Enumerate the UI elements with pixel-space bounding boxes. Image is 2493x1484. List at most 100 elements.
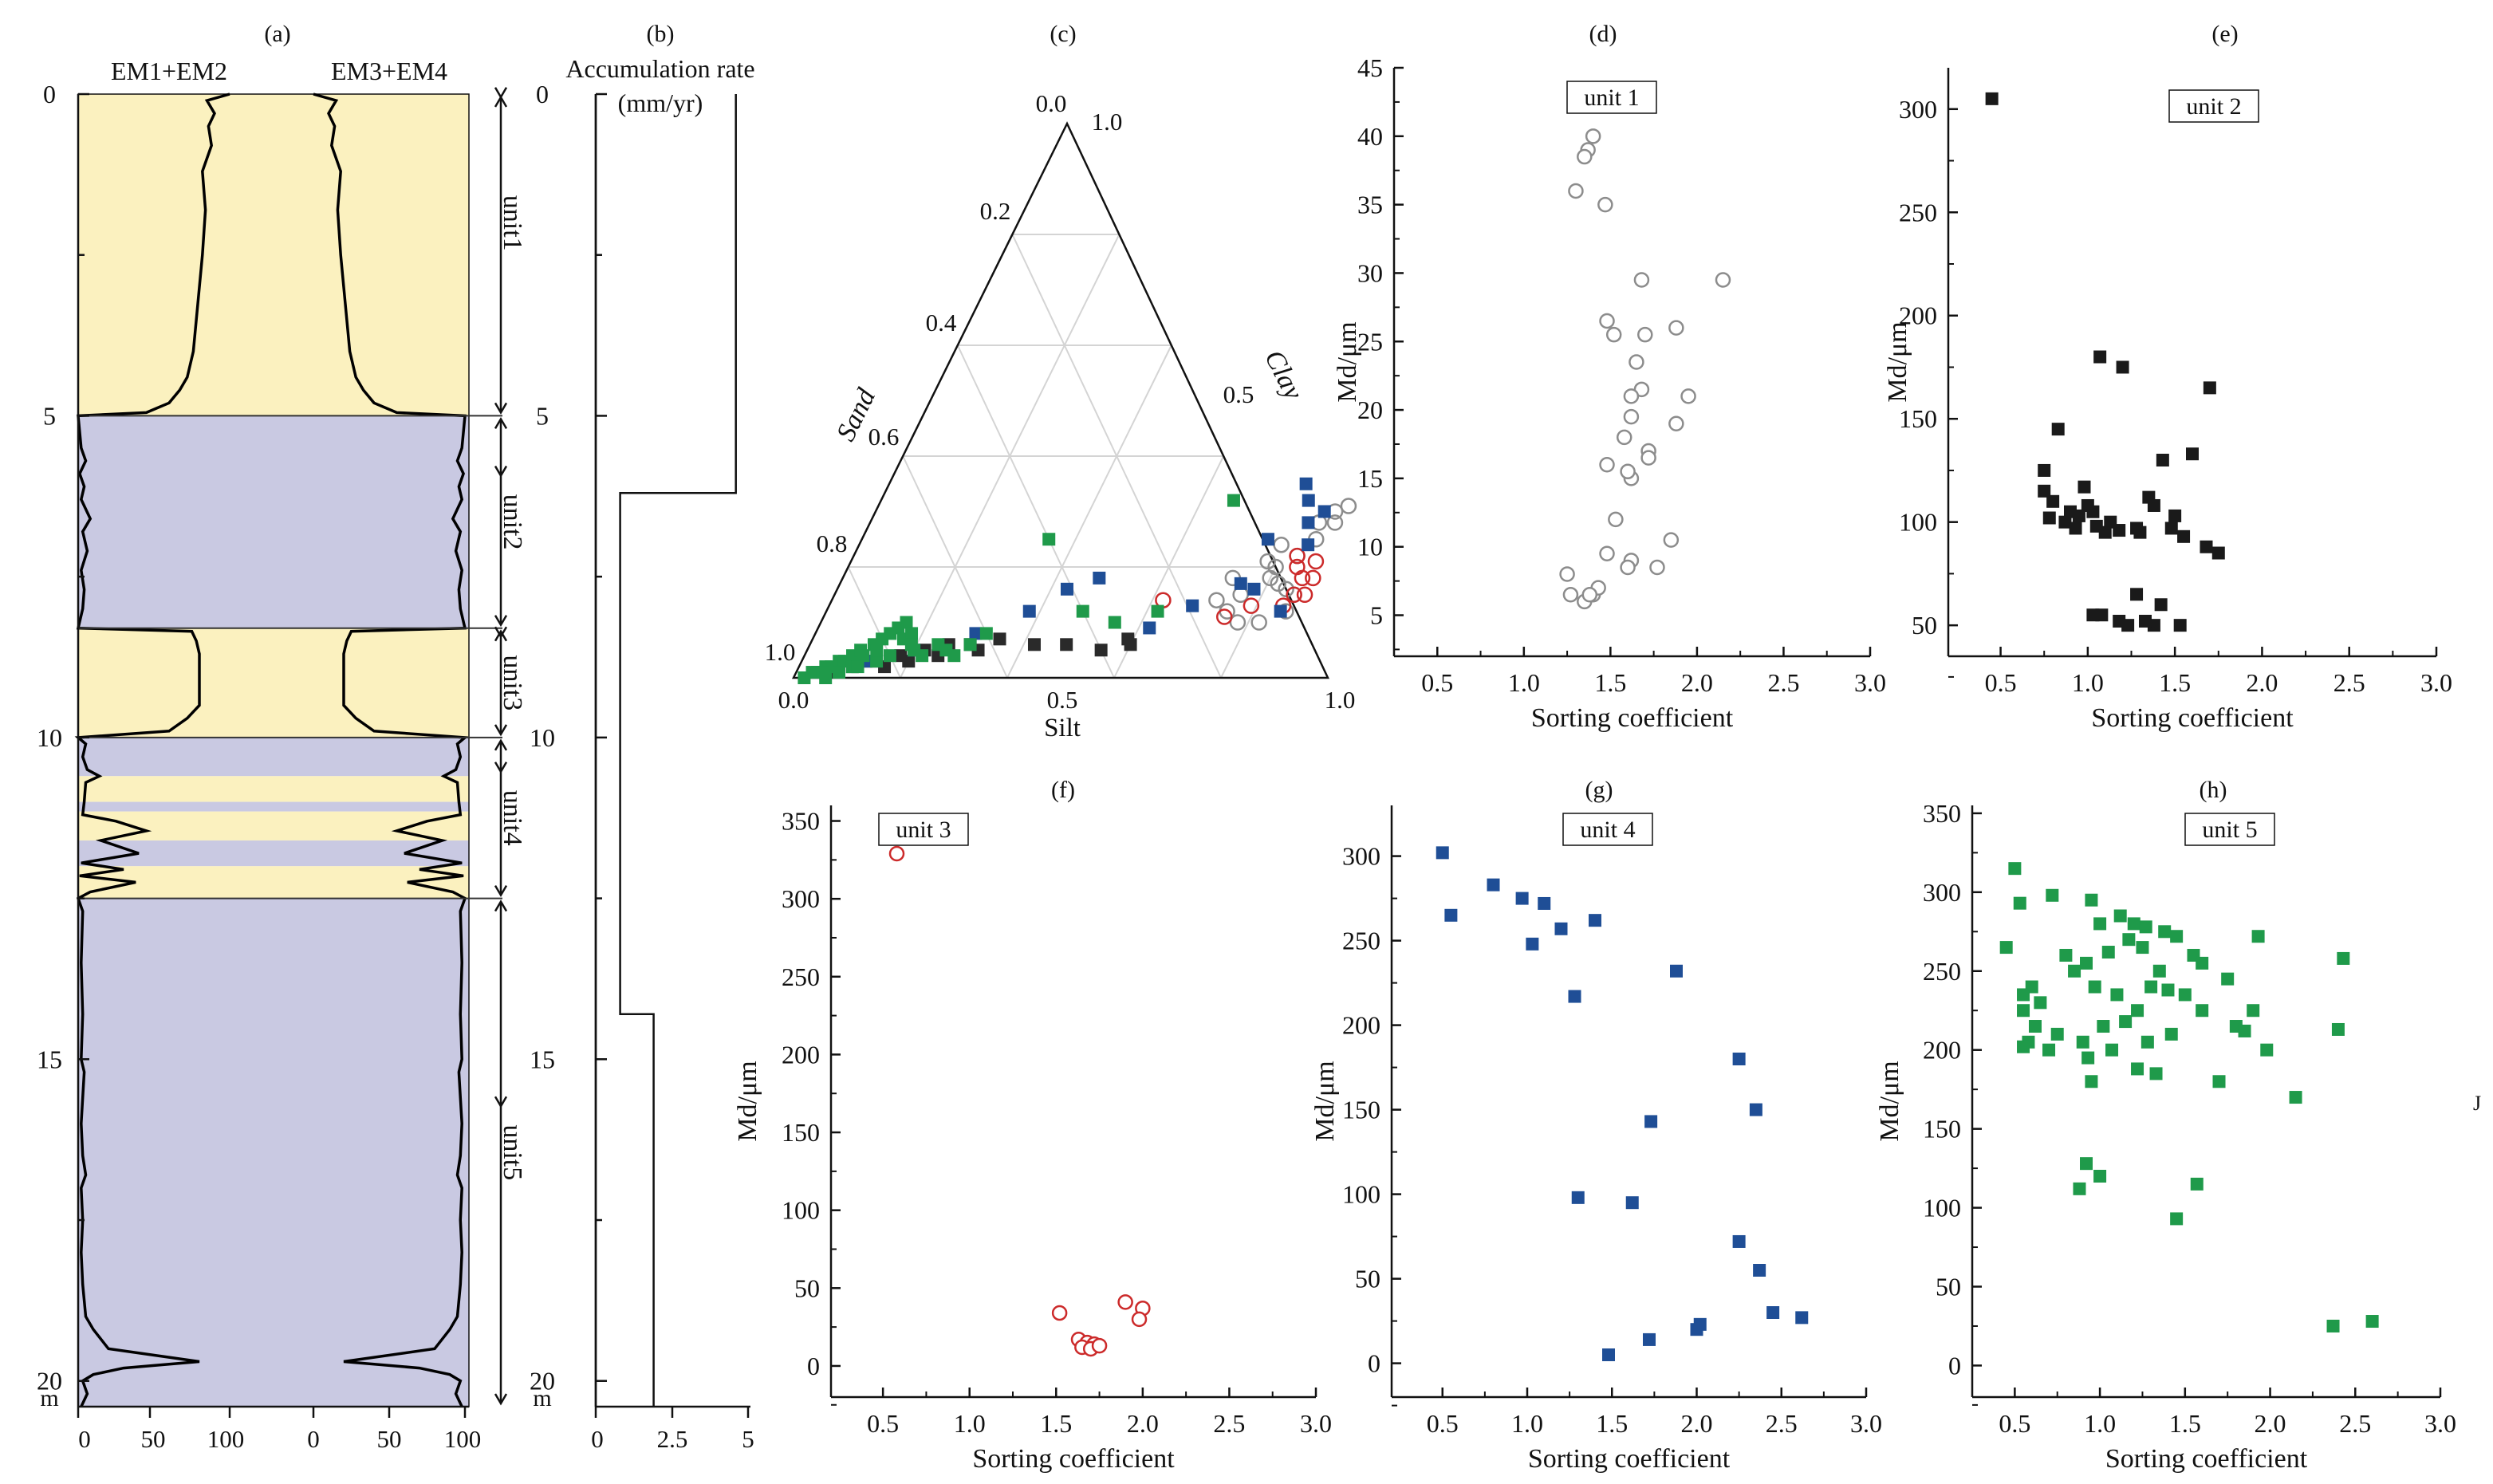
- panel-h-point: [2059, 948, 2073, 962]
- panel-c-point-unit-5: [819, 671, 833, 684]
- panel-c-point-unit-4: [1143, 621, 1156, 635]
- panel-h-label: (h): [2200, 777, 2227, 803]
- panel-c-triangle: [791, 121, 1329, 679]
- panel-b-depth-ticklabel: 20: [530, 1367, 555, 1395]
- panel-a-depth-ticklabel: 10: [37, 723, 62, 752]
- panel-b-depth-ticklabel: 5: [536, 401, 549, 430]
- panel-c-label: (c): [1050, 21, 1076, 47]
- panel-c-points: [798, 477, 1357, 684]
- panel-f-xtick-label: 1.5: [1040, 1409, 1072, 1438]
- panel-c-silt-tick-0.0: 0.0: [778, 686, 809, 714]
- panel-e-point: [2156, 454, 2169, 466]
- panel-e-point: [2177, 529, 2191, 543]
- panel-d-ytick-label: 5: [1370, 601, 1383, 630]
- panel-g-ytick-label: 50: [1355, 1265, 1380, 1293]
- panel-g-xlabel: Sorting coefficient: [1528, 1444, 1731, 1474]
- panel-h-ytick-label: 150: [1923, 1115, 1961, 1144]
- panel-a-unit-arrowhead: [494, 899, 508, 912]
- panel-c-clay-label: Clay: [1258, 345, 1309, 405]
- panel-f-xtick-label: 0.5: [867, 1409, 899, 1438]
- panel-g-point: [1795, 1311, 1809, 1325]
- panel-g-point: [1589, 914, 1601, 927]
- panel-a-xtick-right-50: 50: [377, 1425, 402, 1453]
- panel-e-xtick-label: 1.5: [2159, 668, 2191, 697]
- panel-g-ylabel: Md/μm: [1310, 1061, 1340, 1141]
- panel-h-point: [2170, 1212, 2184, 1226]
- panel-c-point-unit-5: [963, 638, 977, 651]
- panel-h-point: [2337, 951, 2350, 965]
- panel-b: (b) Accumulation rate (mm/yr) 0 2.5 5 0 5…: [530, 21, 755, 1453]
- panel-c-point-unit-1: [1259, 553, 1276, 570]
- panel-d-point: [1581, 587, 1598, 603]
- panel-e-point: [2081, 498, 2094, 512]
- panel-h-point: [2238, 1024, 2251, 1037]
- panel-h-point: [2113, 909, 2127, 923]
- panel-g-point: [1568, 990, 1581, 1003]
- panel-a-depth-ticklabel: 20: [37, 1367, 62, 1395]
- panel-e-legend-text: unit 2: [2186, 93, 2241, 120]
- panel-h-point: [2196, 1004, 2209, 1018]
- panel-a-band: [78, 801, 469, 812]
- panel-c-point-unit-3: [1286, 586, 1302, 603]
- panel-a-unit-arrowhead: [494, 615, 508, 628]
- panel-c-point-unit-5: [851, 660, 864, 674]
- panel-d-xtick-label: 2.0: [1681, 668, 1713, 697]
- panel-c-point-unit-4: [1022, 604, 1036, 618]
- panel-h-point: [2073, 1182, 2086, 1195]
- panel-a-unit-arrowhead: [494, 724, 508, 737]
- panel-d-point: [1620, 463, 1636, 480]
- panel-h-xtick-label: 1.0: [2084, 1409, 2116, 1438]
- panel-e-point: [2051, 423, 2065, 436]
- panel-c-point-unit-4: [1060, 582, 1073, 596]
- panel-h-ytick-label: 0: [1948, 1351, 1961, 1380]
- panel-c-point-unit-5: [883, 649, 896, 663]
- panel-e-xtick-label: 2.5: [2333, 668, 2365, 697]
- panel-c-point-unit-4: [1302, 538, 1315, 552]
- panel-c-point-unit-4: [1186, 599, 1199, 612]
- panel-c-point-unit-4: [969, 627, 983, 640]
- panel-g-legend-box: [1562, 813, 1653, 846]
- panel-h-point: [2034, 996, 2047, 1010]
- panel-c-point-unit-5: [857, 649, 870, 663]
- panel-h-ytick-label: 300: [1923, 878, 1961, 907]
- panel-d-ytick-label: 45: [1357, 53, 1383, 82]
- panel-h-point: [2105, 1043, 2119, 1057]
- panel-h-point: [2017, 1004, 2030, 1018]
- panel-d-legend-box: [1566, 81, 1657, 114]
- panel-h-point: [2158, 925, 2172, 939]
- panel-h-point: [2131, 1004, 2144, 1018]
- panel-e-point: [2211, 546, 2225, 560]
- panel-g-point: [1571, 1191, 1585, 1204]
- panel-e-point: [2133, 526, 2147, 539]
- panel-c-point-unit-4: [1302, 516, 1315, 529]
- panel-a: (a) EM1+EM2 EM3+EM4 unit1 unit2 unit3 unit4…: [37, 21, 527, 1453]
- panel-d-point: [1608, 511, 1624, 528]
- panel-a-unit-label: unit2: [498, 494, 527, 550]
- panel-d-point: [1680, 388, 1696, 404]
- panel-c-grid: [847, 234, 1277, 679]
- panel-e-point: [2098, 526, 2112, 539]
- panel-d-xtick-label: 1.5: [1594, 668, 1626, 697]
- panel-g-point: [1625, 1196, 1639, 1210]
- panel-f-legend-box: [878, 813, 969, 846]
- panel-c-point-unit-3: [1294, 569, 1311, 587]
- panel-e-point: [2200, 540, 2213, 553]
- panel-c-gridline: [902, 455, 1008, 679]
- panel-d: 0.5 1.0 1.5 2.0 2.5 3.0 5 10 15 20 25 30 35 40 45 Sorti…: [1333, 53, 1886, 733]
- panel-b-title: Accumulation rate: [565, 54, 754, 83]
- panel-d-ytick-label: 20: [1357, 396, 1383, 424]
- panel-a-unit-arrows: unit1 unit2 unit3 unit4 unit5: [494, 87, 527, 1406]
- panel-d-point: [1562, 587, 1579, 603]
- panel-e-point: [2093, 350, 2107, 364]
- panel-e-point: [2130, 588, 2144, 601]
- panel-h-point: [1999, 941, 2013, 955]
- panel-c-silt-tick-0.5: 0.5: [1047, 686, 1078, 714]
- panel-g-ytick-label: 300: [1342, 842, 1380, 871]
- panel-d-xtick-label: 3.0: [1854, 668, 1886, 697]
- panel-a-axes: 0 50 100 0 50 100: [77, 1405, 481, 1453]
- panel-d-xtick-label: 0.5: [1421, 668, 1453, 697]
- panel-h-xtick-label: 0.5: [1999, 1409, 2030, 1438]
- panel-a-unit-arrowhead: [494, 738, 508, 751]
- panel-c-point-unit-3: [1243, 597, 1260, 614]
